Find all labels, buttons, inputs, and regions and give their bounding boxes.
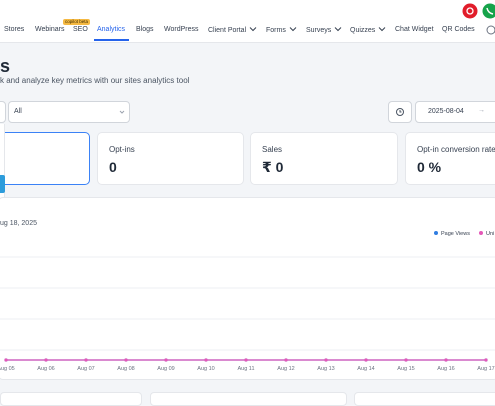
x-tick-label: Aug 10 (197, 366, 214, 372)
legend-label: Uni (486, 231, 494, 237)
nav-item[interactable]: Analytics (97, 26, 125, 33)
x-tick-label: Aug 06 (37, 366, 54, 372)
settings-icon[interactable] (485, 24, 495, 36)
nav-item[interactable]: Stores (4, 26, 24, 33)
card-value: ₹ 0 (262, 159, 283, 176)
active-underline (94, 39, 129, 41)
nav-item[interactable]: Webinars (35, 26, 64, 33)
nav-item[interactable]: Surveys (306, 26, 342, 34)
date-range[interactable]: 2025-08-04 → (415, 101, 495, 123)
chart-date: ug 18, 2025 (0, 220, 37, 227)
bottom-card (354, 392, 495, 406)
nav-item[interactable]: Forms (266, 26, 297, 34)
alert-icon[interactable] (463, 4, 478, 19)
card-value: 0 % (417, 159, 441, 175)
legend-label: Page Views (441, 231, 470, 237)
card-label: Sales (262, 145, 282, 154)
data-point (84, 358, 87, 361)
x-tick-label: Aug 13 (317, 366, 334, 372)
data-point (284, 358, 287, 361)
data-point (164, 358, 167, 361)
x-tick-label: Aug 09 (157, 366, 174, 372)
metric-card: Sales ₹ 0 (250, 132, 398, 185)
x-tick-label: Aug 08 (117, 366, 134, 372)
data-point (204, 358, 207, 361)
x-tick-label: Aug 16 (437, 366, 454, 372)
data-point (124, 358, 127, 361)
data-point (244, 358, 247, 361)
nav-item[interactable]: QR Codes (442, 26, 475, 33)
x-tick-label: Aug 07 (77, 366, 94, 372)
x-tick-label: Aug 12 (277, 366, 294, 372)
legend-marker (434, 231, 438, 235)
nav-item[interactable]: Chat Widget (395, 26, 434, 33)
metric-card: Opt-ins 0 (97, 132, 244, 185)
top-icons (462, 3, 495, 19)
bottom-card (0, 392, 142, 406)
nav-item[interactable]: Client Portal (208, 26, 257, 34)
x-tick-label: Aug 11 (237, 366, 254, 372)
data-point (404, 358, 407, 361)
data-point (324, 358, 327, 361)
data-point (4, 358, 7, 361)
nav-badge: copilot beta (63, 19, 90, 25)
data-point (364, 358, 367, 361)
metric-card: Opt-in conversion rate 0 % (405, 132, 495, 185)
x-tick-label: Aug 17 (477, 366, 494, 372)
x-tick-label: Aug 14 (357, 366, 374, 372)
nav-item[interactable]: Quizzes (350, 26, 386, 34)
side-toggle[interactable] (0, 175, 5, 193)
data-point (444, 358, 447, 361)
x-tick-label: Aug 05 (0, 366, 15, 372)
nav-item[interactable]: WordPress (164, 26, 199, 33)
segment-dropdown[interactable]: All (8, 101, 130, 123)
chart: ug 18, 2025 Aug 05 Aug 06 Aug 07 Aug 08 Aug … (0, 197, 495, 378)
nav-item[interactable]: Blogs (136, 26, 154, 33)
x-tick-label: Aug 15 (397, 366, 414, 372)
segment-value: All (14, 108, 22, 115)
page-title: s (0, 56, 10, 77)
page-subtitle: k and analyze key metrics with our sites… (0, 76, 189, 85)
filter-dropdown[interactable] (0, 101, 6, 123)
card-value: 0 (109, 159, 117, 175)
bottom-card (150, 392, 347, 406)
top-nav: Stores Webinars SEO Analytics Blogs WordPress… (0, 0, 495, 43)
selected-card[interactable] (0, 132, 90, 185)
card-label: Opt-ins (109, 145, 135, 154)
data-point (484, 358, 487, 361)
legend-marker (479, 231, 483, 235)
card-label: Opt-in conversion rate (417, 145, 495, 154)
nav-item[interactable]: SEO (73, 26, 88, 33)
data-point (44, 358, 47, 361)
date-from: 2025-08-04 (428, 108, 464, 115)
calendar-button[interactable] (388, 101, 412, 123)
